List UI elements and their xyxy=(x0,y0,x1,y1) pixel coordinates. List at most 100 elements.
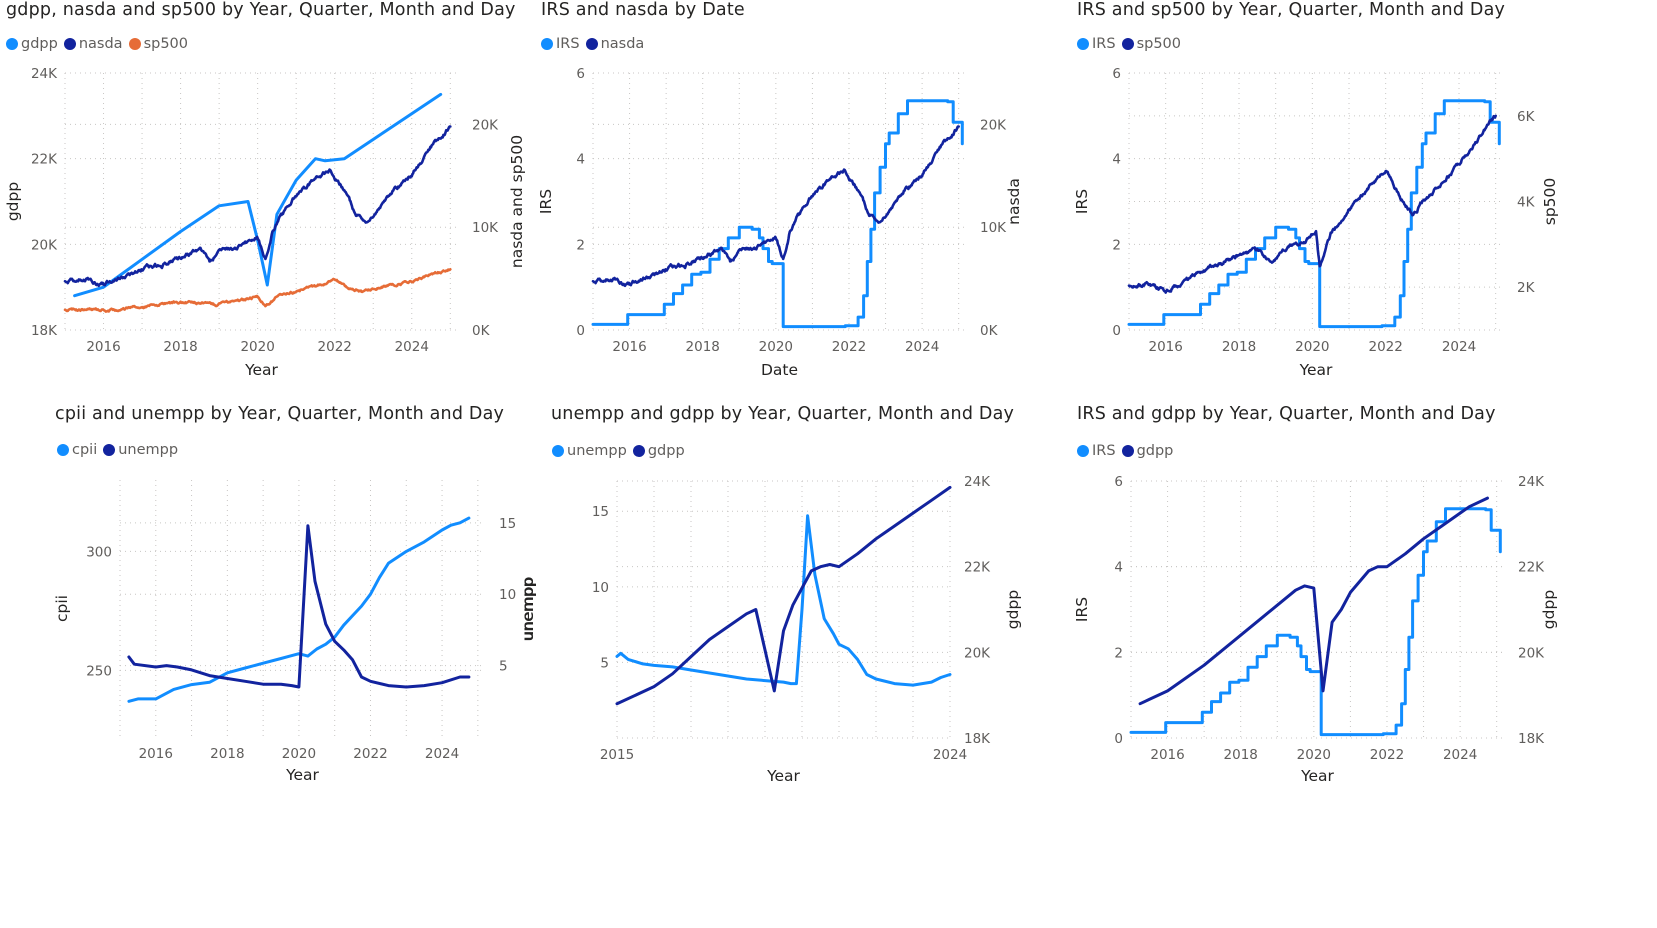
series-line-sp500[interactable] xyxy=(1127,114,1497,294)
y2-axis-title: gdpp xyxy=(1004,590,1022,629)
x-tick-label: 2016 xyxy=(86,339,120,355)
series-line-unempp[interactable] xyxy=(127,524,471,689)
chart-title: unempp and gdpp by Year, Quarter, Month … xyxy=(551,404,1015,424)
series-line-nasda[interactable] xyxy=(63,125,452,288)
y2-tick-label: 20K xyxy=(1518,645,1545,661)
x-tick-label: 2022 xyxy=(832,339,866,355)
chart-title: cpii and unempp by Year, Quarter, Month … xyxy=(55,404,505,424)
legend-item-irs[interactable]: IRS xyxy=(541,36,580,52)
y2-tick-label: 6K xyxy=(1517,109,1536,125)
y2-tick-label: 22K xyxy=(964,560,991,576)
y2-tick-label: 24K xyxy=(1518,474,1545,490)
y-axis-title: IRS xyxy=(1073,189,1091,214)
legend-item-nasda[interactable]: nasda xyxy=(585,36,644,52)
y2-tick-label: 20K xyxy=(472,117,499,133)
y-tick-label: 22K xyxy=(31,152,58,168)
series-line-IRS[interactable] xyxy=(1127,99,1501,329)
legend-dot-icon xyxy=(1077,445,1089,457)
x-tick-label: 2020 xyxy=(240,339,274,355)
y2-axis-title: nasda and sp500 xyxy=(508,135,526,268)
x-tick-label: 2018 xyxy=(163,339,197,355)
x-tick-label: 2022 xyxy=(1368,339,1402,355)
y2-axis-title: sp500 xyxy=(1541,178,1559,226)
y2-axis-title: nasda xyxy=(1005,178,1023,225)
y2-tick-label: 4K xyxy=(1517,195,1536,211)
y2-tick-label: 0K xyxy=(980,323,999,339)
chart-title: IRS and gdpp by Year, Quarter, Month and… xyxy=(1077,404,1496,424)
legend-item-gdpp[interactable]: gdpp xyxy=(6,36,58,52)
y-tick-label: 18K xyxy=(31,323,58,339)
legend-item-sp500[interactable]: sp500 xyxy=(1121,36,1181,52)
legend-item-gdpp[interactable]: gdpp xyxy=(632,443,685,459)
legend-item-sp500[interactable]: sp500 xyxy=(128,36,188,52)
chart-plot: 0 2 4 6 0K 10K 20K 2016 2018 2020 2022 2024 Date IRS n… xyxy=(537,66,1023,379)
y2-axis-title: gdpp xyxy=(1540,590,1558,629)
legend-item-irs[interactable]: IRS xyxy=(1077,36,1116,52)
x-tick-label: 2015 xyxy=(600,747,634,763)
x-tick-label: 2022 xyxy=(318,339,352,355)
chart-legend: IRS nasda xyxy=(541,36,650,52)
y2-tick-label: 10 xyxy=(499,587,516,603)
series-line-unempp[interactable] xyxy=(615,514,952,687)
y-tick-label: 6 xyxy=(1112,66,1121,82)
x-axis-title: Year xyxy=(766,767,800,785)
y-tick-label: 10 xyxy=(592,580,609,596)
legend-dot-icon xyxy=(1121,38,1134,50)
legend-item-unempp[interactable]: unempp xyxy=(552,443,627,459)
y-tick-label: 5 xyxy=(600,655,609,671)
y2-tick-label: 5 xyxy=(499,659,508,675)
y-axis-title: unempp xyxy=(519,578,537,642)
y2-tick-label: 20K xyxy=(980,117,1007,133)
x-tick-label: 2018 xyxy=(1224,747,1258,763)
legend-dot-icon xyxy=(128,38,141,50)
series-line-IRS[interactable] xyxy=(1129,507,1502,737)
y2-tick-label: 0K xyxy=(472,323,491,339)
y2-tick-label: 2K xyxy=(1517,280,1536,296)
chart-legend: gdpp nasda sp500 xyxy=(6,36,194,52)
x-axis-title: Year xyxy=(244,361,278,379)
y-tick-label: 0 xyxy=(1114,731,1123,747)
y2-tick-label: 20K xyxy=(964,645,991,661)
legend-item-cpii[interactable]: cpii xyxy=(57,442,97,458)
y-tick-label: 0 xyxy=(576,323,585,339)
chart-panel-6: IRS and gdpp by Year, Quarter, Month and… xyxy=(1069,404,1609,799)
series-line-gdpp[interactable] xyxy=(1138,496,1489,706)
x-tick-label: 2016 xyxy=(612,339,646,355)
x-tick-label: 2024 xyxy=(1443,747,1477,763)
x-axis-title: Year xyxy=(285,766,319,784)
chart-panel-5: unempp and gdpp by Year, Quarter, Month … xyxy=(519,404,1067,799)
legend-dot-icon xyxy=(541,38,553,50)
legend-dot-icon xyxy=(632,445,645,457)
legend-dot-icon xyxy=(1077,38,1089,50)
legend-dot-icon xyxy=(552,445,564,457)
legend-item-irs[interactable]: IRS xyxy=(1077,443,1116,459)
y-tick-label: 2 xyxy=(1114,645,1123,661)
series-line-IRS[interactable] xyxy=(591,99,964,329)
x-tick-label: 2024 xyxy=(905,339,939,355)
series-line-gdpp[interactable] xyxy=(73,92,443,298)
chart-title: gdpp, nasda and sp500 by Year, Quarter, … xyxy=(6,0,516,20)
y2-tick-label: 18K xyxy=(964,731,991,747)
y-tick-label: 250 xyxy=(86,663,112,679)
y-tick-label: 0 xyxy=(1112,323,1121,339)
chart-title: IRS and sp500 by Year, Quarter, Month an… xyxy=(1077,0,1506,20)
legend-item-nasda[interactable]: nasda xyxy=(63,36,123,52)
legend-dot-icon xyxy=(103,444,116,456)
x-tick-label: 2018 xyxy=(686,339,720,355)
y-axis-title: IRS xyxy=(537,189,555,214)
chart-legend: cpii unempp xyxy=(57,442,184,458)
y-tick-label: 2 xyxy=(576,237,585,253)
chart-panel-4: cpii and unempp by Year, Quarter, Month … xyxy=(0,404,545,799)
x-tick-label: 2018 xyxy=(1222,339,1256,355)
series-line-cpii[interactable] xyxy=(127,516,471,703)
series-line-sp500[interactable] xyxy=(63,268,452,313)
series-line-gdpp[interactable] xyxy=(615,485,952,706)
series-line-nasda[interactable] xyxy=(591,125,960,288)
y2-tick-label: 22K xyxy=(1518,560,1545,576)
y-tick-label: 20K xyxy=(31,237,58,253)
legend-item-gdpp[interactable]: gdpp xyxy=(1121,443,1173,459)
legend-item-unempp[interactable]: unempp xyxy=(103,442,178,458)
y2-tick-label: 10K xyxy=(472,220,499,236)
chart-legend: IRS gdpp xyxy=(1077,443,1179,459)
y-tick-label: 2 xyxy=(1112,237,1121,253)
